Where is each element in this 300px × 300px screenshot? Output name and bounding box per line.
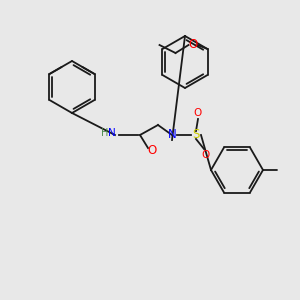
Text: O: O — [147, 143, 157, 157]
Text: O: O — [202, 150, 210, 160]
Text: N: N — [108, 128, 116, 138]
Text: O: O — [188, 38, 197, 50]
Text: O: O — [194, 108, 202, 118]
Text: S: S — [192, 128, 200, 142]
Text: H: H — [101, 128, 109, 138]
Text: N: N — [168, 128, 176, 140]
